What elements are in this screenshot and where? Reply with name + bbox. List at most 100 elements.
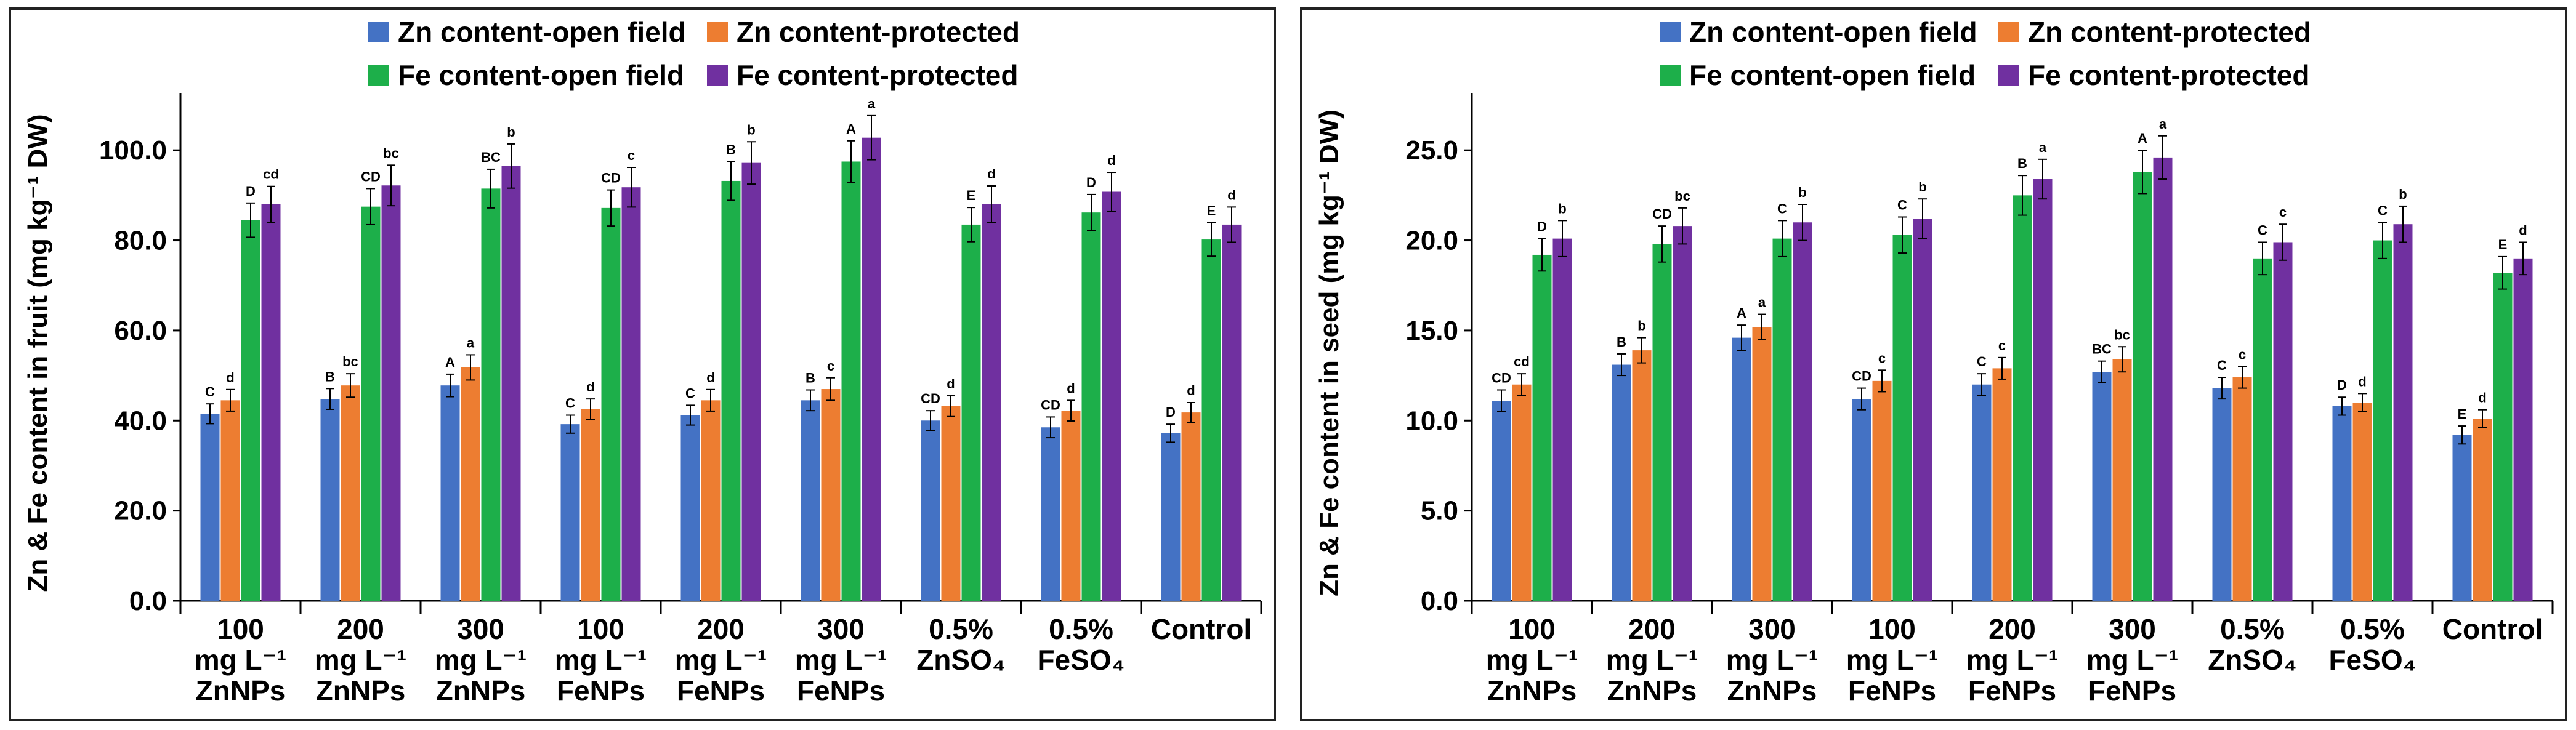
fruit-bar-s3-c9 xyxy=(1201,239,1221,601)
seed-significance-letter-s2-c9: d xyxy=(2478,390,2486,406)
seed-bar-s1-c9 xyxy=(2452,435,2472,601)
seed-x-category-label-2: 200 mg L⁻¹ ZnNPs xyxy=(1606,613,1698,707)
fruit-bar-s1-c4 xyxy=(560,424,580,601)
fruit-x-category-label-9: Control xyxy=(1151,613,1252,645)
fruit-legend-swatch-2 xyxy=(707,22,728,42)
fruit-bar-s1-c3 xyxy=(440,385,460,601)
fruit-significance-letter-s1-c4: C xyxy=(565,395,575,411)
fruit-significance-letter-s4-c5: b xyxy=(747,122,755,137)
seed-legend-label-2: Zn content-protected xyxy=(2028,16,2311,48)
fruit-bar-s4-c1 xyxy=(261,204,281,601)
fruit-bar-s2-c5 xyxy=(701,400,721,601)
seed-bar-s1-c1 xyxy=(1492,401,1511,601)
fruit-bar-s2-c8 xyxy=(1061,411,1081,601)
fruit-bar-s3-c5 xyxy=(721,180,741,601)
fruit-significance-letter-s3-c2: CD xyxy=(361,169,381,184)
seed-significance-letter-s2-c3: a xyxy=(1758,295,1766,310)
fruit-significance-letter-s4-c2: bc xyxy=(383,145,399,161)
fruit-significance-letter-s3-c6: A xyxy=(846,121,856,137)
seed-significance-letter-s4-c6: a xyxy=(2159,116,2167,132)
seed-x-category-label-5: 200 mg L⁻¹ FeNPs xyxy=(1966,613,2058,707)
seed-significance-letter-s2-c6: bc xyxy=(2114,327,2130,342)
fruit-bar-s4-c2 xyxy=(381,185,401,601)
fruit-bar-s3-c1 xyxy=(241,220,260,601)
seed-bar-s3-c9 xyxy=(2493,273,2513,601)
fruit-significance-letter-s1-c9: D xyxy=(1166,404,1176,420)
seed-significance-letter-s3-c5: B xyxy=(2017,156,2027,171)
fruit-bar-s1-c8 xyxy=(1041,427,1060,601)
fruit-y-axis-label: Zn & Fe content in fruit (mg kg⁻¹ DW) xyxy=(23,114,53,592)
fruit-significance-letter-s2-c3: a xyxy=(467,335,475,350)
fruit-significance-letter-s4-c7: d xyxy=(987,166,995,182)
fruit-significance-letter-s4-c8: d xyxy=(1107,153,1115,168)
fruit-significance-letter-s4-c9: d xyxy=(1227,187,1235,203)
seed-bar-s1-c3 xyxy=(1732,337,1751,601)
seed-significance-letter-s2-c7: c xyxy=(2239,347,2246,362)
seed-bar-s1-c4 xyxy=(1852,399,1871,601)
seed-chart-panel: Zn content-open field Zn content-protecte… xyxy=(1300,7,2567,721)
seed-x-category-label-7: 0.5% ZnSO₄ xyxy=(2208,613,2297,676)
fruit-x-category-label-5: 200 mg L⁻¹ FeNPs xyxy=(675,613,767,707)
seed-significance-letter-s2-c5: c xyxy=(1998,338,2006,353)
fruit-legend-swatch-3 xyxy=(368,65,389,86)
seed-bar-s3-c6 xyxy=(2133,172,2152,601)
fruit-significance-letter-s4-c3: b xyxy=(507,124,515,140)
fruit-bar-s2-c9 xyxy=(1181,412,1201,601)
seed-y-tick-label-4: 20.0 xyxy=(1405,226,1458,256)
seed-bar-s1-c7 xyxy=(2212,388,2232,601)
seed-bar-s1-c5 xyxy=(1972,384,1992,601)
seed-bar-s3-c3 xyxy=(1772,238,1792,601)
seed-significance-letter-s4-c3: b xyxy=(1798,185,1806,200)
seed-legend-label-3: Fe content-open field xyxy=(1689,59,1976,91)
fruit-significance-letter-s1-c7: CD xyxy=(921,391,940,406)
fruit-bar-s4-c3 xyxy=(501,166,521,601)
fruit-x-category-label-2: 200 mg L⁻¹ ZnNPs xyxy=(315,613,406,707)
seed-significance-letter-s1-c7: C xyxy=(2217,358,2227,373)
fruit-significance-letter-s1-c5: C xyxy=(685,385,695,401)
seed-y-tick-label-5: 25.0 xyxy=(1405,135,1458,166)
fruit-significance-letter-s1-c3: A xyxy=(445,355,455,370)
seed-bar-s4-c4 xyxy=(1913,219,1932,601)
seed-significance-letter-s1-c2: B xyxy=(1617,334,1626,350)
seed-bar-s1-c6 xyxy=(2092,372,2112,601)
fruit-legend-label-2: Zn content-protected xyxy=(737,16,1020,48)
seed-y-tick-label-0: 0.0 xyxy=(1421,586,1458,616)
fruit-bar-s1-c7 xyxy=(921,420,940,601)
seed-x-category-label-1: 100 mg L⁻¹ ZnNPs xyxy=(1486,613,1578,707)
fruit-x-category-label-7: 0.5% ZnSO₄ xyxy=(916,613,1006,676)
fruit-bar-s1-c9 xyxy=(1161,433,1181,601)
fruit-legend-swatch-4 xyxy=(707,65,728,86)
fruit-significance-letter-s4-c1: cd xyxy=(263,167,279,182)
seed-bar-s4-c9 xyxy=(2513,258,2533,601)
fruit-x-category-label-3: 300 mg L⁻¹ ZnNPs xyxy=(435,613,527,707)
seed-bar-s2-c6 xyxy=(2112,359,2132,601)
fruit-significance-letter-s2-c1: d xyxy=(226,370,234,385)
seed-x-category-label-3: 300 mg L⁻¹ ZnNPs xyxy=(1726,613,1818,707)
seed-significance-letter-s1-c6: BC xyxy=(2092,342,2112,357)
seed-significance-letter-s4-c7: c xyxy=(2279,204,2287,220)
seed-significance-letter-s4-c4: b xyxy=(1918,179,1926,195)
fruit-legend-label-1: Zn content-open field xyxy=(398,16,686,48)
fruit-significance-letter-s4-c4: c xyxy=(628,148,635,163)
seed-bar-s3-c7 xyxy=(2253,258,2272,601)
fruit-significance-letter-s1-c6: B xyxy=(806,371,815,386)
fruit-bar-s2-c4 xyxy=(581,409,600,601)
fruit-bar-s2-c7 xyxy=(941,406,961,601)
fruit-bar-s3-c3 xyxy=(481,188,501,601)
fruit-bar-s4-c8 xyxy=(1102,191,1121,601)
seed-significance-letter-s1-c3: A xyxy=(1737,305,1746,321)
fruit-legend: Zn content-open field Zn content-protecte… xyxy=(368,16,1020,91)
fruit-significance-letter-s3-c1: D xyxy=(246,183,256,199)
seed-significance-letter-s4-c5: a xyxy=(2039,140,2047,155)
seed-significance-letter-s4-c1: b xyxy=(1558,201,1566,216)
fruit-bar-s3-c7 xyxy=(961,224,981,601)
fruit-bar-s3-c2 xyxy=(361,206,381,601)
seed-y-tick-label-1: 5.0 xyxy=(1421,496,1458,526)
seed-bar-s4-c6 xyxy=(2153,157,2173,601)
fruit-significance-letter-s3-c7: E xyxy=(967,188,976,203)
fruit-bar-s1-c5 xyxy=(680,415,700,601)
seed-bar-s2-c7 xyxy=(2232,377,2252,601)
seed-bar-s3-c2 xyxy=(1652,244,1672,601)
seed-significance-letter-s1-c9: E xyxy=(2458,406,2467,422)
seed-y-axis-label: Zn & Fe content in seed (mg kg⁻¹ DW) xyxy=(1314,110,1344,596)
